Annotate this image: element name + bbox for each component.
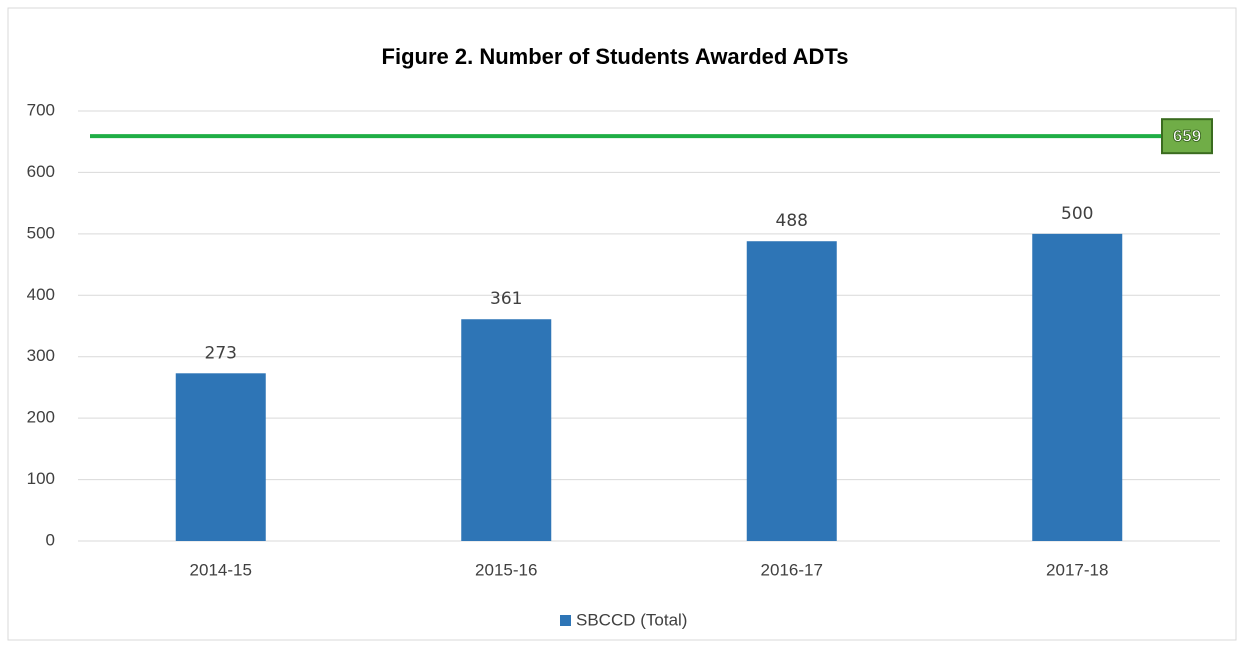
target-label-box [1161, 118, 1213, 155]
x-tick-label: 2017-18 [1046, 560, 1108, 579]
chart-title: Figure 2. Number of Students Awarded ADT… [382, 44, 849, 69]
y-tick-label: 500 [27, 223, 55, 242]
data-label: 273 [205, 343, 237, 363]
x-tick-label: 2015-16 [475, 560, 537, 579]
y-tick-label: 700 [27, 100, 55, 119]
legend-label: SBCCD (Total) [576, 610, 687, 629]
y-tick-label: 400 [27, 285, 55, 304]
y-tick-label: 100 [27, 469, 55, 488]
x-tick-label: 2016-17 [761, 560, 823, 579]
legend-swatch [560, 615, 571, 626]
data-label: 361 [490, 289, 522, 309]
x-tick-label: 2014-15 [190, 560, 252, 579]
target-label: 659 [1173, 127, 1201, 146]
bar [461, 319, 552, 541]
y-tick-label: 0 [46, 530, 55, 549]
bar [1032, 233, 1123, 541]
bar [746, 241, 837, 541]
data-label: 488 [776, 211, 808, 231]
data-label: 500 [1061, 204, 1093, 224]
y-tick-label: 600 [27, 162, 55, 181]
y-tick-label: 300 [27, 346, 55, 365]
bar [175, 373, 266, 541]
y-tick-label: 200 [27, 408, 55, 427]
